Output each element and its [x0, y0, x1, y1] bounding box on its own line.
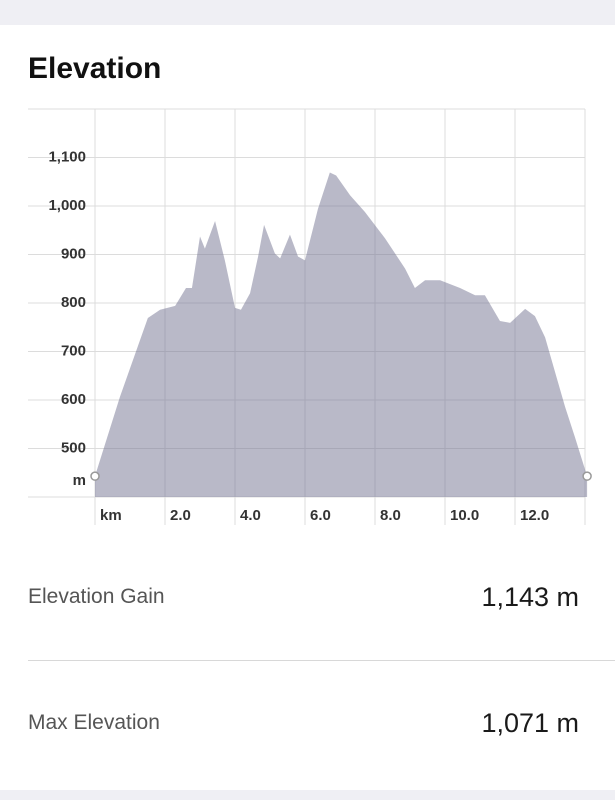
x-tick-label: 6.0: [310, 507, 331, 524]
y-tick-label: 800: [61, 294, 86, 311]
y-tick-label: 600: [61, 391, 86, 408]
divider: [28, 660, 615, 661]
stat-label: Max Elevation: [28, 711, 160, 734]
x-tick-label: 12.0: [520, 507, 549, 524]
endpoint-marker: [90, 471, 100, 481]
stat-value: 1,143 m: [481, 581, 579, 612]
y-tick-label: 1,100: [48, 148, 86, 165]
stat-row: Max Elevation 1,071 m: [28, 693, 579, 753]
stat-value: 1,071 m: [481, 707, 579, 738]
x-axis-label: km: [100, 507, 122, 524]
x-tick-label: 2.0: [170, 507, 191, 524]
x-tick-label: 8.0: [380, 507, 401, 524]
y-tick-label: 700: [61, 342, 86, 359]
card-title: Elevation: [28, 52, 162, 85]
y-axis-label: m: [73, 472, 86, 489]
y-tick-label: 1,000: [48, 197, 86, 214]
y-tick-label: 900: [61, 245, 86, 262]
stat-row: Elevation Gain 1,143 m: [28, 567, 579, 627]
y-tick-label: 500: [61, 439, 86, 456]
endpoint-marker: [582, 471, 592, 481]
x-tick-label: 10.0: [450, 507, 479, 524]
elevation-area: [95, 172, 588, 497]
x-tick-label: 4.0: [240, 507, 261, 524]
stat-label: Elevation Gain: [28, 585, 165, 608]
